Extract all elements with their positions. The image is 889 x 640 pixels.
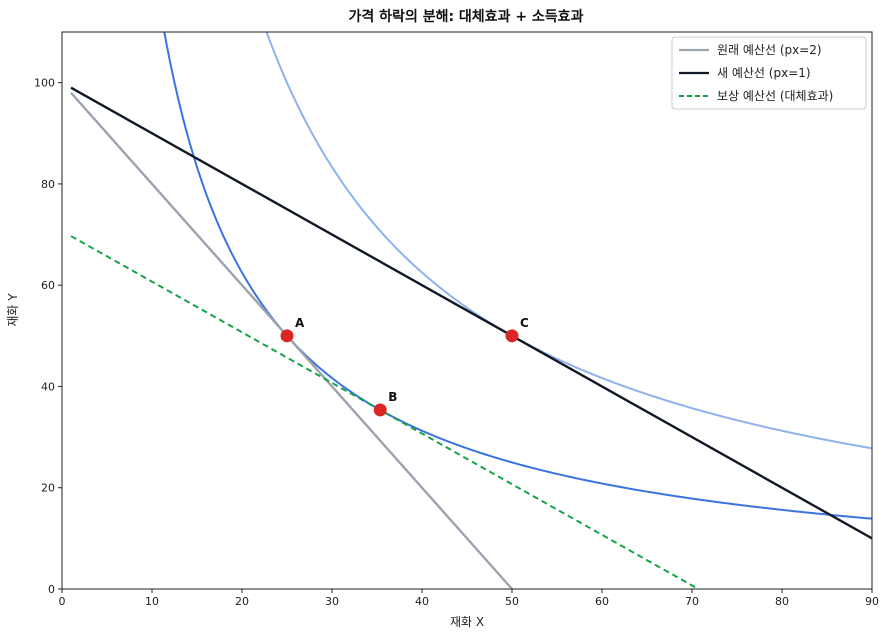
y-axis-label: 재화 Y <box>6 293 20 327</box>
point-a <box>280 329 294 343</box>
legend-label-new: 새 예산선 (px=1) <box>717 66 811 80</box>
point-c <box>505 329 519 343</box>
legend-label-original: 원래 예산선 (px=2) <box>717 43 822 57</box>
curves-group <box>70 32 872 589</box>
y-tick-label: 80 <box>41 178 55 191</box>
x-tick-label: 10 <box>145 595 159 608</box>
x-tick-label: 0 <box>59 595 66 608</box>
x-tick-label: 20 <box>235 595 249 608</box>
point-label-c: C <box>520 316 529 330</box>
legend-label-compensated: 보상 예산선 (대체효과) <box>717 89 833 103</box>
x-tick-label: 70 <box>685 595 699 608</box>
chart-title: 가격 하락의 분해: 대체효과 + 소득효과 <box>349 8 584 25</box>
indifference-curve-high <box>265 32 872 450</box>
y-tick-label: 0 <box>48 583 55 596</box>
x-tick-label: 50 <box>505 595 519 608</box>
y-tick-label: 60 <box>41 279 55 292</box>
plot-frame <box>61 31 873 590</box>
x-tick-label: 80 <box>775 595 789 608</box>
y-tick-label: 20 <box>41 482 55 495</box>
new-budget-line <box>70 86 872 540</box>
x-tick-label: 90 <box>865 595 879 608</box>
x-axis-label: 재화 X <box>450 615 484 629</box>
axis-ticks: 0 10 20 30 40 50 60 70 80 90 0 20 40 60 80 100 <box>34 77 879 608</box>
point-label-b: B <box>388 390 397 404</box>
point-b <box>373 403 387 417</box>
x-tick-label: 40 <box>415 595 429 608</box>
y-tick-label: 40 <box>41 380 55 393</box>
x-tick-label: 60 <box>595 595 609 608</box>
y-tick-label: 100 <box>34 77 55 90</box>
x-tick-label: 30 <box>325 595 339 608</box>
point-label-a: A <box>295 316 305 330</box>
original-budget-line <box>70 91 513 589</box>
plot-area: A B C <box>61 31 873 590</box>
legend: 원래 예산선 (px=2) 새 예산선 (px=1) 보상 예산선 (대체효과) <box>671 36 867 110</box>
legend-box <box>671 36 867 110</box>
